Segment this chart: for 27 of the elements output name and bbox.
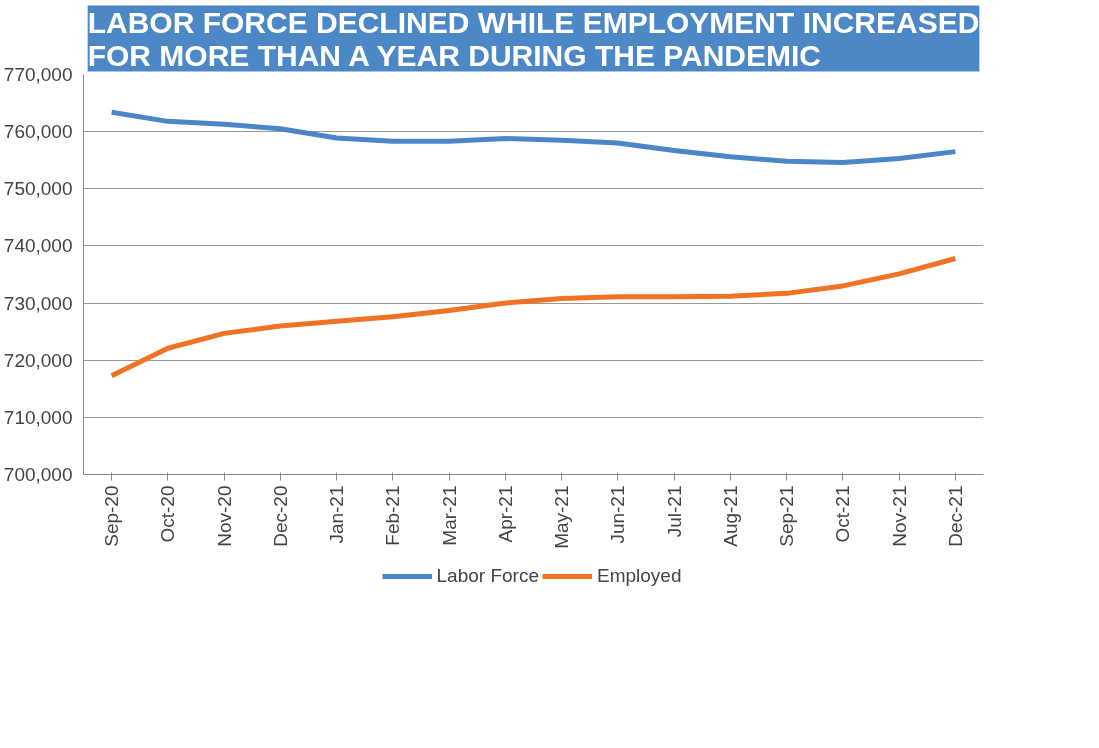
y-tick-label: 760,000 (3, 121, 73, 143)
x-tick-label: Jan-21 (326, 485, 348, 544)
x-tick-label: Apr-21 (494, 485, 516, 543)
y-tick-label: 740,000 (3, 235, 73, 257)
x-tick-label: Sep-21 (776, 485, 798, 547)
y-tick-label: 730,000 (3, 292, 73, 314)
y-tick-label: 720,000 (3, 349, 73, 371)
x-tick-label: Aug-21 (719, 485, 741, 547)
x-tick-label: Nov-20 (213, 485, 235, 547)
x-tick-label: Mar-21 (438, 485, 460, 546)
legend-label: Employed (596, 565, 682, 587)
legend-label: Labor Force (436, 565, 539, 587)
y-tick-label: 700,000 (3, 464, 73, 485)
chart-title: LABOR FORCE DECLINED WHILE EMPLOYMENT INCREASED FOR MORE THAN A YEAR DURING THE PANDEMIC (87, 5, 980, 72)
x-tick-label: Oct-21 (832, 485, 854, 543)
x-tick-label: Dec-21 (944, 485, 966, 547)
x-tick-label: Nov-21 (888, 485, 910, 547)
x-tick-label: May-21 (551, 485, 573, 549)
y-tick-label: 750,000 (3, 178, 73, 200)
x-tick-label: Jul-21 (663, 485, 685, 538)
x-tick-label: Feb-21 (382, 485, 404, 546)
y-tick-label: 770,000 (3, 64, 73, 85)
x-tick-label: Jun-21 (607, 485, 629, 544)
x-tick-label: Oct-20 (157, 485, 179, 543)
x-tick-label: Dec-20 (269, 485, 291, 547)
y-tick-label: 710,000 (3, 406, 73, 428)
x-tick-label: Sep-20 (101, 485, 123, 547)
